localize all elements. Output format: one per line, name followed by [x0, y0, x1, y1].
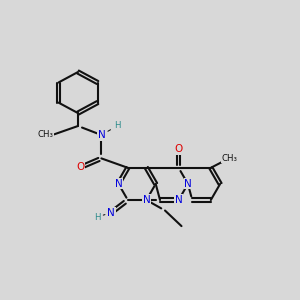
Text: N: N	[98, 130, 105, 140]
Text: O: O	[76, 162, 85, 172]
Text: N: N	[184, 179, 192, 189]
Text: N: N	[115, 179, 122, 189]
Text: CH₃: CH₃	[38, 130, 54, 139]
Text: CH₃: CH₃	[221, 154, 237, 163]
Text: N: N	[142, 195, 150, 205]
Text: O: O	[175, 144, 183, 154]
Text: H: H	[94, 213, 100, 222]
Text: N: N	[175, 195, 182, 205]
Text: N: N	[107, 208, 115, 218]
Text: H: H	[114, 122, 120, 130]
